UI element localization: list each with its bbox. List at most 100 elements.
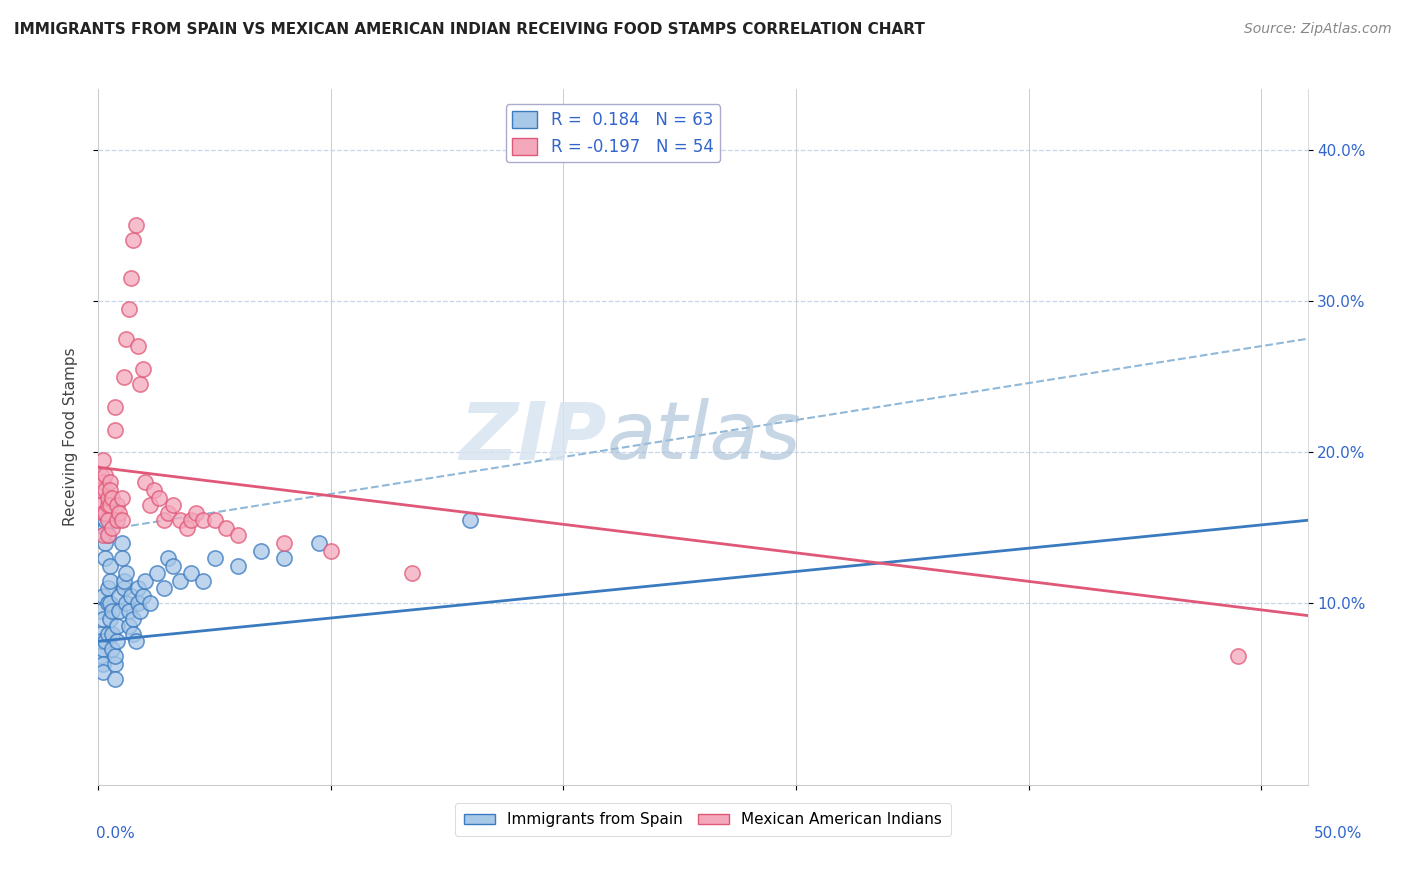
Text: IMMIGRANTS FROM SPAIN VS MEXICAN AMERICAN INDIAN RECEIVING FOOD STAMPS CORRELATI: IMMIGRANTS FROM SPAIN VS MEXICAN AMERICA… <box>14 22 925 37</box>
Y-axis label: Receiving Food Stamps: Receiving Food Stamps <box>63 348 77 526</box>
Point <box>138 597 160 611</box>
Point <box>97 498 120 512</box>
Point <box>98 611 121 625</box>
Point <box>97 582 120 596</box>
Point <box>115 597 138 611</box>
Point <box>105 498 128 512</box>
Point <box>112 582 135 596</box>
Point <box>94 521 117 535</box>
Point <box>91 641 114 656</box>
Point <box>191 574 214 588</box>
Point <box>308 536 330 550</box>
Point <box>94 551 117 566</box>
Point <box>152 582 174 596</box>
Point <box>129 604 152 618</box>
Point <box>180 566 202 581</box>
Point <box>138 498 160 512</box>
Point <box>319 543 342 558</box>
Point <box>98 558 121 573</box>
Point <box>105 619 128 633</box>
Point <box>157 506 180 520</box>
Point <box>97 597 120 611</box>
Point <box>94 467 117 482</box>
Point <box>98 498 121 512</box>
Point <box>111 491 134 505</box>
Point <box>180 513 202 527</box>
Point <box>97 528 120 542</box>
Point <box>127 582 149 596</box>
Point <box>94 536 117 550</box>
Point <box>460 513 482 527</box>
Point <box>90 483 112 497</box>
Point <box>131 362 153 376</box>
Point <box>122 234 145 248</box>
Point <box>118 619 141 633</box>
Point <box>90 604 112 618</box>
Point <box>226 558 249 573</box>
Point <box>105 634 128 648</box>
Point <box>115 566 138 581</box>
Point <box>94 634 117 648</box>
Point <box>90 649 112 664</box>
Point <box>127 339 149 353</box>
Point <box>90 498 112 512</box>
Point <box>108 604 131 618</box>
Point <box>157 551 180 566</box>
Point <box>226 528 249 542</box>
Point <box>91 665 114 679</box>
Point <box>129 377 152 392</box>
Text: ZIP: ZIP <box>458 398 606 476</box>
Point <box>134 574 156 588</box>
Point <box>162 558 184 573</box>
Point <box>122 626 145 640</box>
Point <box>108 506 131 520</box>
Point <box>101 521 124 535</box>
Text: atlas: atlas <box>606 398 801 476</box>
Point <box>98 483 121 497</box>
Point <box>162 498 184 512</box>
Point <box>124 219 146 233</box>
Point <box>134 475 156 490</box>
Point <box>90 634 112 648</box>
Point <box>118 301 141 316</box>
Point <box>94 483 117 497</box>
Point <box>176 521 198 535</box>
Text: 0.0%: 0.0% <box>96 827 135 841</box>
Point <box>111 536 134 550</box>
Point <box>191 513 214 527</box>
Point <box>97 626 120 640</box>
Point <box>91 506 114 520</box>
Point <box>97 513 120 527</box>
Point <box>111 551 134 566</box>
Point <box>215 521 238 535</box>
Point <box>120 589 142 603</box>
Point <box>145 566 167 581</box>
Point <box>91 657 114 671</box>
Point <box>104 657 127 671</box>
Point <box>169 513 191 527</box>
Legend: Immigrants from Spain, Mexican American Indians: Immigrants from Spain, Mexican American … <box>456 803 950 837</box>
Point <box>98 475 121 490</box>
Point <box>124 634 146 648</box>
Point <box>98 597 121 611</box>
Point <box>91 589 114 603</box>
Point <box>90 626 112 640</box>
Point <box>104 672 127 686</box>
Point <box>143 483 166 497</box>
Point <box>250 543 273 558</box>
Point <box>91 475 114 490</box>
Point <box>273 536 295 550</box>
Point <box>122 611 145 625</box>
Point <box>94 513 117 527</box>
Point <box>101 491 124 505</box>
Point <box>104 400 127 414</box>
Point <box>97 491 120 505</box>
Point <box>118 604 141 618</box>
Point <box>184 506 207 520</box>
Point <box>91 452 114 467</box>
Point <box>98 574 121 588</box>
Point <box>112 574 135 588</box>
Point <box>104 649 127 664</box>
Point <box>120 271 142 285</box>
Point <box>273 551 295 566</box>
